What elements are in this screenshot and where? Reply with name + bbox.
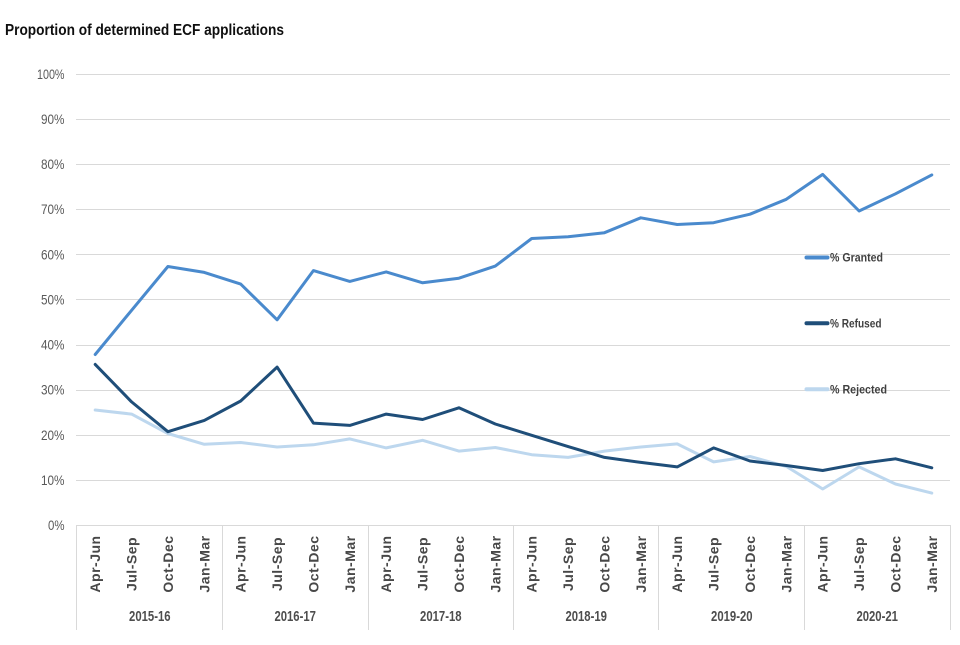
svg-text:Proportion of determined ECF a: Proportion of determined ECF application… [5, 22, 284, 39]
svg-text:2016-17: 2016-17 [274, 608, 316, 625]
svg-text:0%: 0% [48, 517, 65, 533]
svg-text:Jan-Mar: Jan-Mar [633, 535, 649, 592]
svg-text:Jul-Sep: Jul-Sep [269, 537, 285, 591]
svg-text:Jul-Sep: Jul-Sep [706, 537, 722, 591]
svg-text:Jul-Sep: Jul-Sep [851, 537, 867, 591]
svg-text:Apr-Jun: Apr-Jun [669, 535, 685, 592]
svg-text:80%: 80% [41, 156, 65, 172]
svg-text:Oct-Dec: Oct-Dec [160, 535, 176, 592]
svg-text:Jan-Mar: Jan-Mar [924, 535, 940, 592]
svg-text:Apr-Jun: Apr-Jun [378, 535, 394, 592]
svg-text:10%: 10% [41, 472, 65, 488]
svg-text:Jan-Mar: Jan-Mar [196, 535, 212, 592]
svg-text:2020-21: 2020-21 [856, 608, 898, 625]
svg-text:2017-18: 2017-18 [420, 608, 462, 625]
svg-text:100%: 100% [37, 66, 65, 82]
svg-text:Apr-Jun: Apr-Jun [524, 535, 540, 592]
svg-text:Apr-Jun: Apr-Jun [815, 535, 831, 592]
svg-text:40%: 40% [41, 337, 65, 353]
svg-text:% Granted: % Granted [830, 251, 883, 265]
svg-text:2015-16: 2015-16 [129, 608, 171, 625]
svg-text:Jan-Mar: Jan-Mar [778, 535, 794, 592]
svg-text:Oct-Dec: Oct-Dec [597, 535, 613, 592]
svg-text:70%: 70% [41, 201, 65, 217]
svg-text:Jul-Sep: Jul-Sep [560, 537, 576, 591]
svg-text:Jan-Mar: Jan-Mar [487, 535, 503, 592]
svg-text:Jul-Sep: Jul-Sep [415, 537, 431, 591]
svg-text:Jan-Mar: Jan-Mar [342, 535, 358, 592]
svg-text:Apr-Jun: Apr-Jun [233, 535, 249, 592]
svg-text:Oct-Dec: Oct-Dec [888, 535, 904, 592]
svg-text:2018-19: 2018-19 [565, 608, 607, 625]
svg-text:% Rejected: % Rejected [830, 383, 887, 397]
svg-text:Oct-Dec: Oct-Dec [305, 535, 321, 592]
svg-text:60%: 60% [41, 246, 65, 262]
svg-text:Oct-Dec: Oct-Dec [451, 535, 467, 592]
svg-text:Apr-Jun: Apr-Jun [87, 535, 103, 592]
svg-text:2019-20: 2019-20 [711, 608, 753, 625]
svg-text:90%: 90% [41, 111, 65, 127]
svg-text:20%: 20% [41, 427, 65, 443]
svg-text:% Refused: % Refused [830, 317, 882, 331]
svg-text:50%: 50% [41, 292, 65, 308]
svg-text:30%: 30% [41, 382, 65, 398]
svg-text:Jul-Sep: Jul-Sep [124, 537, 140, 591]
svg-text:Oct-Dec: Oct-Dec [742, 535, 758, 592]
